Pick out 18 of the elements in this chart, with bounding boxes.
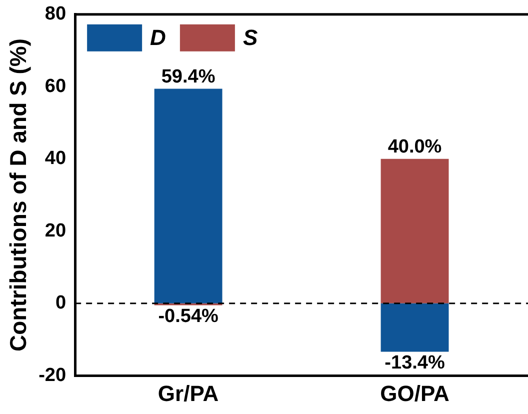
data-label: 40.0% — [388, 136, 442, 158]
x-tick-label: GO/PA — [380, 380, 450, 406]
legend-label: S — [242, 24, 258, 50]
y-tick-label: 80 — [44, 4, 66, 25]
data-label: -13.4% — [384, 352, 445, 374]
data-label: -0.54% — [158, 306, 218, 328]
y-tick-label: 60 — [44, 76, 66, 97]
bar — [154, 88, 222, 304]
bar — [380, 158, 449, 304]
bar — [380, 303, 449, 352]
data-label: 59.4% — [161, 66, 216, 88]
y-tick-label: 0 — [55, 292, 66, 314]
legend-label: D — [150, 24, 166, 50]
y-axis-title: Contributions of D and S (%) — [5, 38, 32, 352]
y-tick-label: -20 — [38, 364, 66, 386]
y-tick-label: 40 — [44, 148, 66, 170]
y-tick-label: 20 — [44, 220, 66, 242]
x-tick-label: Gr/PA — [158, 380, 219, 406]
